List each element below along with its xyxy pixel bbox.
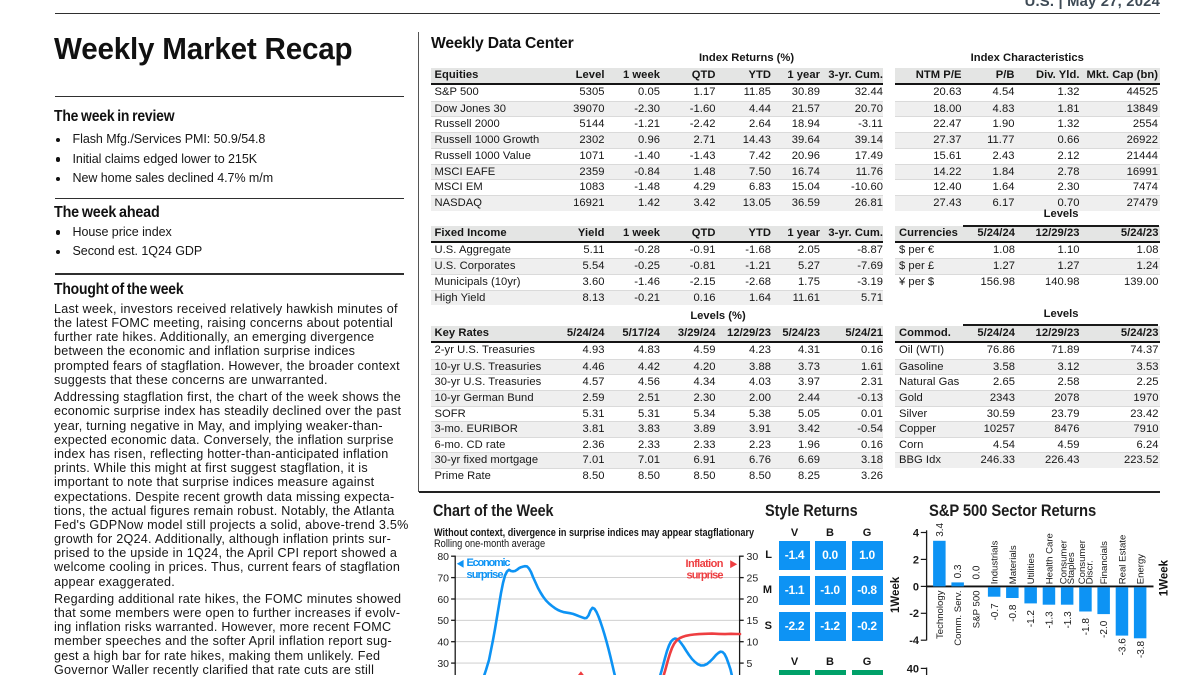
svg-text:-4: -4 (909, 635, 920, 647)
svg-text:-0.8: -0.8 (1008, 604, 1019, 622)
svg-text:Economic: Economic (467, 557, 511, 569)
svg-text:Technology: Technology (935, 590, 946, 639)
svg-text:-2: -2 (909, 608, 919, 620)
svg-text:25: 25 (747, 572, 759, 584)
svg-text:40: 40 (437, 637, 449, 649)
svg-text:Financials: Financials (1099, 541, 1110, 584)
svg-text:10: 10 (747, 637, 759, 649)
svg-text:40: 40 (907, 664, 919, 676)
svg-text:Consumer: Consumer (1077, 539, 1088, 584)
svg-text:Health Care: Health Care (1044, 533, 1055, 584)
svg-text:70: 70 (437, 572, 449, 584)
svg-text:-1.8: -1.8 (1081, 618, 1092, 636)
svg-text:0.3: 0.3 (953, 564, 964, 578)
svg-text:5: 5 (747, 658, 753, 670)
svg-text:0: 0 (913, 581, 919, 593)
svg-text:2: 2 (913, 554, 919, 566)
svg-text:Utilities: Utilities (1026, 553, 1037, 584)
svg-text:Consumer: Consumer (1059, 539, 1070, 584)
svg-text:-2.0: -2.0 (1099, 620, 1110, 638)
svg-text:1Week: 1Week (1159, 559, 1171, 596)
svg-text:30: 30 (437, 658, 449, 670)
svg-text:-3.6: -3.6 (1118, 638, 1129, 656)
svg-text:Industrials: Industrials (990, 540, 1001, 584)
svg-text:Comm. Serv.: Comm. Serv. (953, 591, 964, 646)
svg-text:4: 4 (913, 527, 920, 539)
svg-text:Materials: Materials (1008, 545, 1019, 584)
svg-text:Real Estate: Real Estate (1117, 535, 1128, 585)
svg-text:-0.7: -0.7 (990, 603, 1001, 621)
svg-text:60: 60 (437, 594, 449, 606)
svg-text:30: 30 (747, 551, 759, 563)
svg-text:surprise: surprise (467, 569, 504, 581)
svg-text:Inflation: Inflation (686, 558, 724, 570)
svg-text:-3.8: -3.8 (1136, 640, 1147, 658)
svg-text:-1.3: -1.3 (1045, 611, 1056, 629)
svg-text:3.4: 3.4 (935, 522, 946, 536)
svg-text:-1.3: -1.3 (1063, 611, 1074, 629)
svg-text:Energy: Energy (1136, 554, 1147, 585)
svg-text:0.0: 0.0 (972, 565, 983, 579)
svg-text:-1.2: -1.2 (1026, 610, 1037, 628)
svg-text:80: 80 (437, 551, 449, 563)
svg-text:50: 50 (437, 615, 449, 627)
svg-text:15: 15 (747, 615, 759, 627)
svg-text:20: 20 (747, 594, 759, 606)
svg-text:surprise: surprise (687, 570, 724, 582)
svg-text:S&P 500: S&P 500 (971, 591, 982, 629)
svg-text:Staples: Staples (1066, 552, 1077, 584)
svg-text:Discr.: Discr. (1084, 560, 1095, 584)
